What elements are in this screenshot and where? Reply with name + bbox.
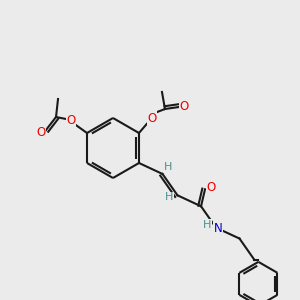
Text: O: O [66,113,76,127]
Text: O: O [206,181,216,194]
Text: O: O [147,112,157,124]
Text: H: H [203,220,211,230]
Text: H: H [165,192,174,202]
Text: H: H [164,162,173,172]
Text: O: O [179,100,189,112]
Text: O: O [36,125,46,139]
Text: N: N [214,222,222,235]
